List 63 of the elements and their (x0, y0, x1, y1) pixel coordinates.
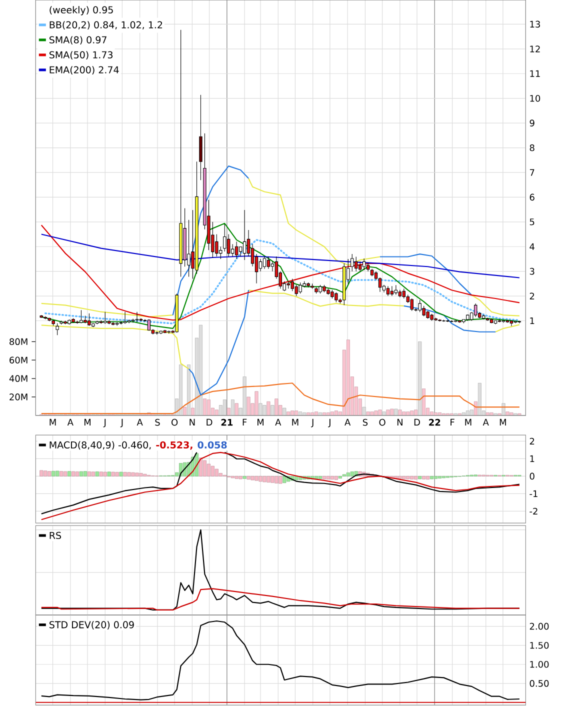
y-tick-label: 13 (530, 20, 540, 28)
x-tick-label: N (397, 418, 402, 426)
x-tick-label: 22 (429, 418, 440, 426)
y-tick-label: 2 (530, 438, 534, 445)
x-tick-label: M (84, 418, 90, 426)
y-tick-label: 2 (530, 292, 534, 300)
legend-label: BB(20,2) 0.84, 1.02, 1.2 (50, 21, 162, 30)
y2-tick-label: 40M (9, 375, 28, 382)
y2-tick-label: 20M (10, 394, 28, 400)
y-tick-label: 8 (530, 144, 534, 152)
text: (weekly) 0.95 (50, 6, 113, 16)
series-label: -0.523, (156, 441, 192, 450)
x-tick-label: S (155, 418, 160, 426)
legend-label: RS (50, 532, 62, 540)
y-tick-label: 5 (530, 218, 534, 226)
y-tick-label: 7 (530, 169, 534, 176)
legend-label: SMA(8) 0.97 (50, 36, 106, 45)
y-tick-label: 4 (530, 243, 534, 250)
y2-tick-label: 80M (10, 338, 28, 346)
x-tick-label: N (190, 418, 195, 426)
x-tick-label: A (275, 418, 282, 426)
x-tick-label: D (414, 418, 420, 426)
x-tick-label: D (206, 418, 212, 426)
y-tick-label: 0.50 (530, 680, 549, 687)
y-tick-label: 3 (530, 268, 534, 275)
x-tick-label: M (465, 418, 472, 426)
x-tick-label: A (136, 418, 143, 426)
x-tick-label: M (500, 418, 506, 426)
x-tick-label: S (362, 418, 368, 426)
y-tick-label: 6 (530, 194, 534, 201)
x-tick-label: M (257, 418, 264, 426)
x-tick-label: O (379, 418, 386, 426)
x-tick-label: M (292, 418, 298, 426)
legend-label: EMA(200) 2.74 (50, 66, 119, 75)
y-tick-label: -1 (530, 490, 538, 497)
x-tick-label: A (67, 418, 74, 426)
annotation: 0.058 (198, 441, 227, 449)
y-tick-label: 12 (530, 46, 540, 52)
y-tick-label: 1.50 (530, 642, 549, 649)
x-tick-label: J (311, 418, 314, 428)
legend-label: STD DEV(20) 0.09 (50, 620, 134, 630)
x-tick-label: F (450, 418, 454, 426)
legend-label: MACD(8,40,9) -0.460, (50, 441, 151, 450)
x-tick-label: J (328, 418, 330, 428)
y-tick-label: 1.00 (530, 660, 549, 668)
y-tick-label: 2.00 (530, 622, 549, 630)
x-tick-label: 21 (221, 418, 233, 426)
legend-label: SMA(50) 1.73 (50, 51, 113, 60)
x-tick-label: J (103, 418, 106, 428)
x-tick-label: A (482, 418, 489, 426)
x-tick-label: A (344, 418, 351, 426)
y-tick-label: 0 (530, 472, 534, 480)
y-tick-label: 1 (530, 455, 534, 462)
x-tick-label: J (120, 418, 123, 428)
x-tick-label: F (242, 418, 247, 426)
x-tick-label: M (50, 418, 56, 426)
y-tick-label: -2 (530, 508, 538, 515)
y-tick-label: 1 (530, 317, 534, 324)
x-tick-label: O (172, 418, 178, 426)
y-tick-label: 9 (530, 120, 534, 126)
y-tick-label: 11 (530, 70, 540, 77)
y2-tick-label: 60M (10, 356, 28, 364)
y-tick-label: 10 (530, 94, 540, 102)
